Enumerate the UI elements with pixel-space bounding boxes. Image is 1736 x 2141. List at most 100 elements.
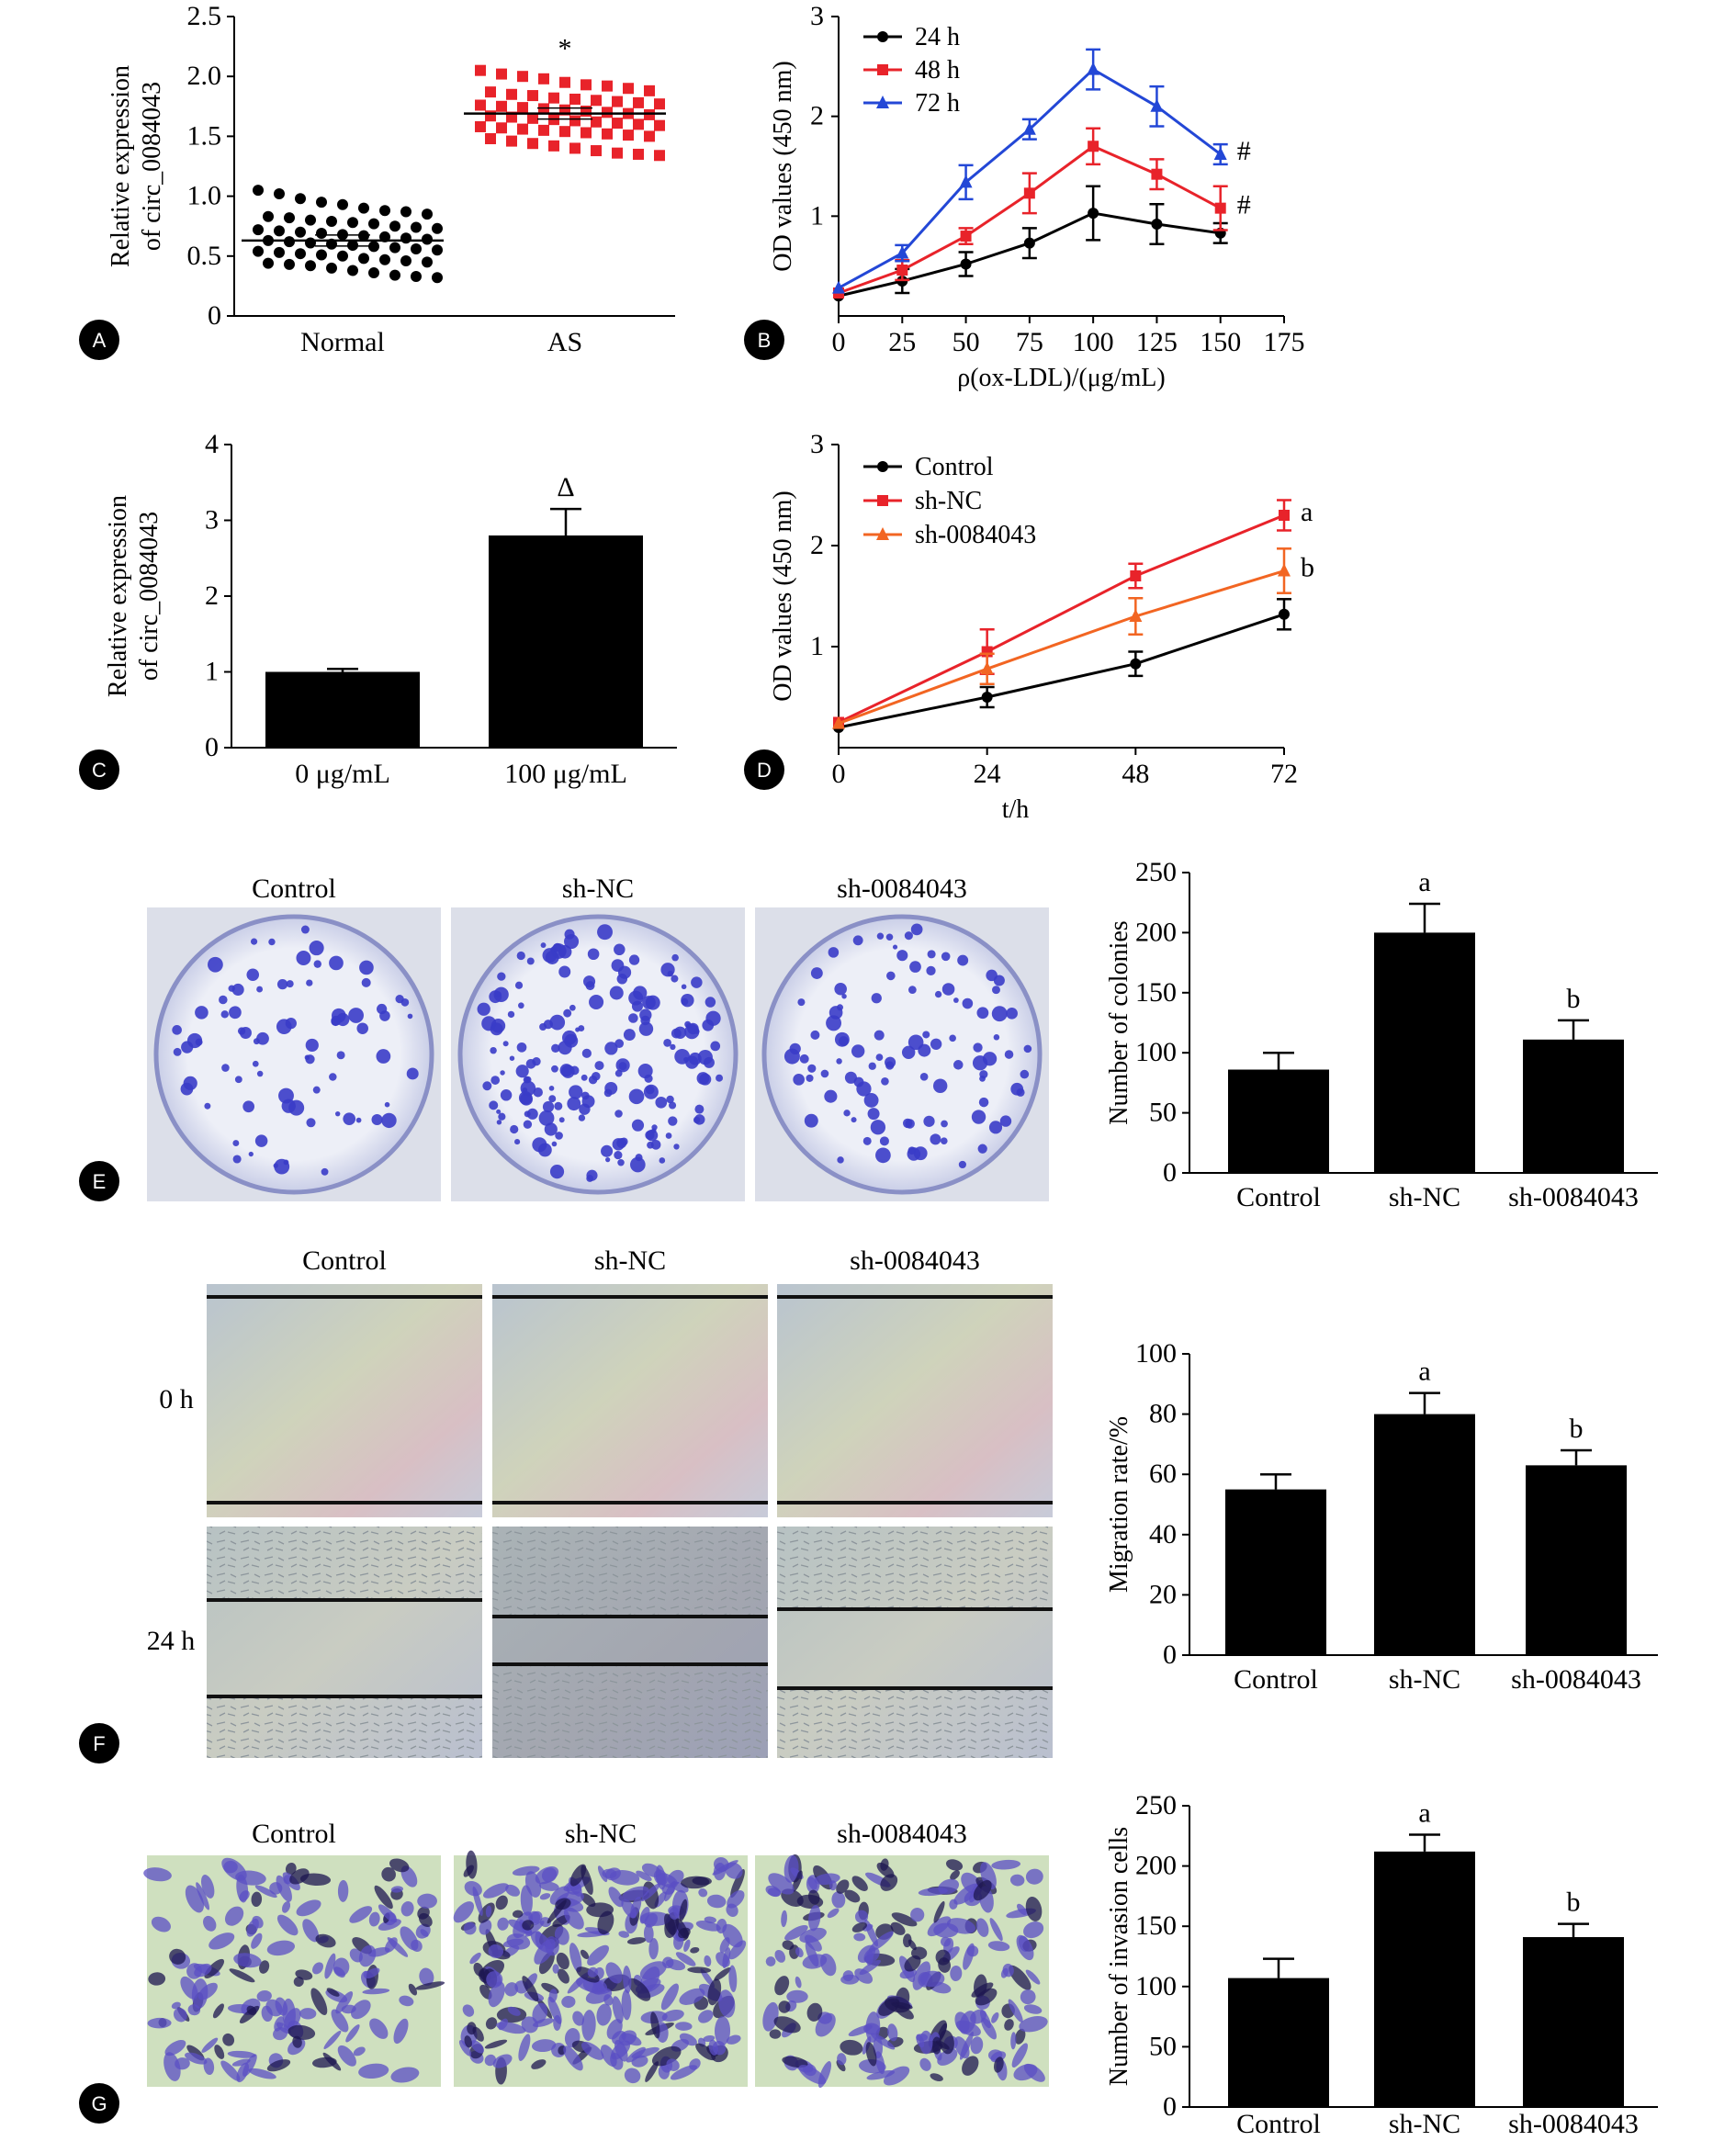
invaded-cell — [981, 2017, 998, 2040]
colony — [694, 1104, 705, 1114]
colony — [500, 1089, 513, 1101]
invaded-cell — [335, 1991, 354, 2014]
colony — [829, 1006, 843, 1020]
cell-layer — [777, 1688, 1053, 1758]
colony — [862, 1136, 872, 1145]
cell-layer — [207, 1696, 482, 1758]
column-label: sh-0084043 — [837, 873, 967, 904]
data-point — [602, 107, 613, 118]
panel-letter-badge — [744, 320, 784, 360]
invaded-cell — [853, 1933, 866, 1942]
significance-mark: b — [1570, 1414, 1584, 1444]
invaded-cell — [851, 1876, 868, 1891]
y-tick-label: 3 — [205, 505, 219, 535]
invaded-cell — [469, 1952, 481, 1965]
data-point — [253, 224, 264, 236]
invaded-cell — [933, 1900, 945, 1923]
legend-label: 24 h — [915, 23, 960, 51]
colony — [526, 1108, 538, 1120]
data-point — [389, 242, 400, 254]
invaded-cell — [349, 1906, 373, 1923]
invaded-cell — [895, 2005, 914, 2020]
invaded-cell — [716, 1918, 727, 1934]
colony — [991, 1006, 1008, 1022]
colony — [220, 1010, 229, 1019]
invaded-cell — [786, 1989, 808, 2003]
colony — [647, 1141, 654, 1149]
colony — [549, 1014, 566, 1031]
panel-letter-badge — [744, 749, 784, 790]
data-point — [432, 244, 443, 256]
colony — [381, 1112, 397, 1129]
invaded-cell — [539, 1881, 559, 1891]
colony — [329, 1073, 337, 1081]
invaded-cell — [545, 1936, 559, 1956]
invaded-cell — [522, 1920, 535, 1931]
data-point — [644, 130, 655, 142]
invaded-cell — [868, 1931, 894, 1953]
significance-mark: b — [1567, 1887, 1581, 1918]
invaded-cell — [495, 1895, 508, 1910]
colony — [681, 993, 694, 1008]
colony — [659, 1157, 666, 1164]
data-point — [559, 126, 570, 138]
colony — [359, 960, 374, 975]
invaded-cell — [687, 1966, 712, 1974]
colony — [617, 965, 632, 979]
data-point — [591, 95, 602, 107]
invaded-cell — [201, 2037, 219, 2053]
invaded-cell — [679, 1988, 705, 2005]
y-axis-label: Number of colonies — [1105, 920, 1133, 1124]
x-tick-label: 50 — [953, 327, 980, 357]
colony — [306, 1118, 316, 1128]
data-point — [1150, 98, 1164, 112]
colony — [604, 1042, 618, 1055]
colony — [256, 986, 264, 993]
data-point — [358, 202, 369, 214]
invaded-cell — [1013, 2064, 1038, 2081]
y-tick-label: 1.5 — [187, 120, 222, 151]
invaded-cell — [369, 2018, 389, 2039]
invaded-cell — [683, 1939, 691, 1952]
data-point — [960, 258, 972, 270]
colony — [597, 924, 613, 941]
invaded-cell — [185, 2052, 208, 2065]
legend-marker — [877, 31, 888, 42]
invaded-cell — [496, 2022, 526, 2034]
colony — [343, 1112, 356, 1125]
invaded-cell — [718, 1989, 736, 2018]
invaded-cell — [802, 1954, 828, 1969]
invaded-cell — [954, 2036, 970, 2059]
invaded-cell — [564, 1907, 584, 1930]
data-point — [832, 716, 845, 729]
invaded-cell — [815, 2012, 836, 2037]
invaded-cell — [556, 1952, 569, 1970]
invaded-cell — [464, 2035, 472, 2048]
y-tick-label: 4 — [205, 429, 219, 459]
significance-mark: Δ — [557, 472, 574, 502]
colony — [651, 1128, 657, 1133]
invaded-cell — [353, 2046, 366, 2056]
data-point — [980, 661, 994, 675]
data-point — [1129, 609, 1143, 622]
y-tick-label: 1 — [205, 657, 219, 687]
invaded-cell — [792, 1870, 803, 1892]
colony — [843, 1110, 851, 1117]
invaded-cell — [1025, 1868, 1043, 1885]
colony — [548, 1086, 555, 1091]
x-axis-label: ρ(ox-LDL)/(μg/mL) — [957, 364, 1165, 392]
colony — [992, 986, 1000, 995]
invaded-cell — [692, 1876, 712, 1886]
data-point — [548, 140, 559, 152]
annotation: a — [1301, 497, 1313, 527]
colony — [876, 932, 885, 940]
colony — [907, 1147, 921, 1161]
colony — [614, 1110, 623, 1118]
colony — [578, 1025, 585, 1032]
colony — [518, 1002, 524, 1009]
invaded-cell — [774, 1976, 790, 1996]
legend-marker — [876, 527, 889, 540]
invaded-cell — [557, 1968, 569, 1984]
row-label: 24 h — [147, 1626, 196, 1656]
x-category-label: 100 μg/mL — [504, 759, 627, 789]
